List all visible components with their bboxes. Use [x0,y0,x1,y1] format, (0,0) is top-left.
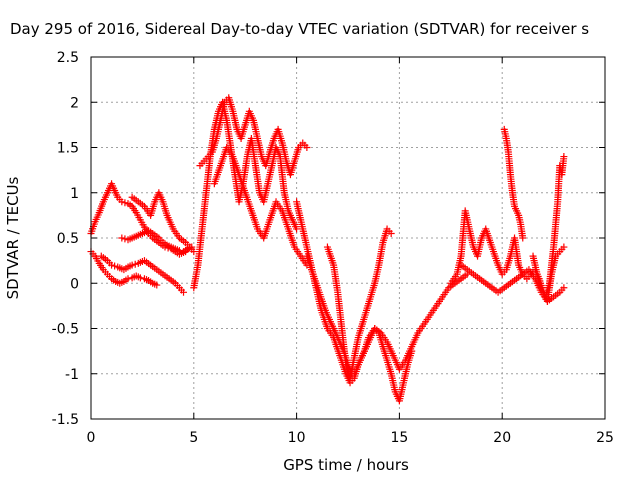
data-point [293,225,301,233]
x-axis-label: GPS time / hours [283,456,409,474]
data-point [108,261,116,269]
y-tick-label: -1 [65,367,79,383]
data-point [153,281,161,289]
data-point [175,247,183,255]
data-point [560,243,568,251]
y-tick-label: -1.5 [52,412,79,428]
y-tick-label: 1.5 [57,141,79,157]
data-point [387,229,395,237]
x-tick-label: 20 [493,430,511,446]
x-tick-label: 5 [189,430,198,446]
axis-ticks: 0 5 10 15 20 25 -1.5 -1 -0.5 0 0.5 1 1.5 2 2.5 [52,50,614,446]
data-point [136,274,144,282]
y-tick-label: 0 [70,276,79,292]
y-tick-label: 2.5 [57,50,79,66]
data-point [560,153,568,161]
data-point [118,234,126,242]
y-tick-label: 0.5 [57,231,79,247]
y-tick-label: 1 [70,186,79,202]
data-point [111,262,119,270]
data-point [186,243,194,251]
x-tick-label: 25 [596,430,614,446]
data-point [121,199,129,207]
data-point [118,198,126,206]
x-tick-label: 0 [87,430,96,446]
data-point [303,144,311,151]
data-point [519,234,527,242]
x-tick-label: 10 [288,430,306,446]
data-point [180,288,188,296]
x-tick-label: 15 [390,430,408,446]
data-point [560,284,568,292]
data-point [128,261,136,269]
data-point [131,260,139,268]
y-tick-label: 2 [70,95,79,111]
y-tick-label: -0.5 [52,322,79,338]
y-axis-label: SDTVAR / TECUs [4,176,22,299]
data-points [87,94,568,405]
chart-title: Day 295 of 2016, Sidereal Day-to-day VTE… [10,20,589,38]
plot-frame [90,56,606,420]
data-point [124,275,132,283]
